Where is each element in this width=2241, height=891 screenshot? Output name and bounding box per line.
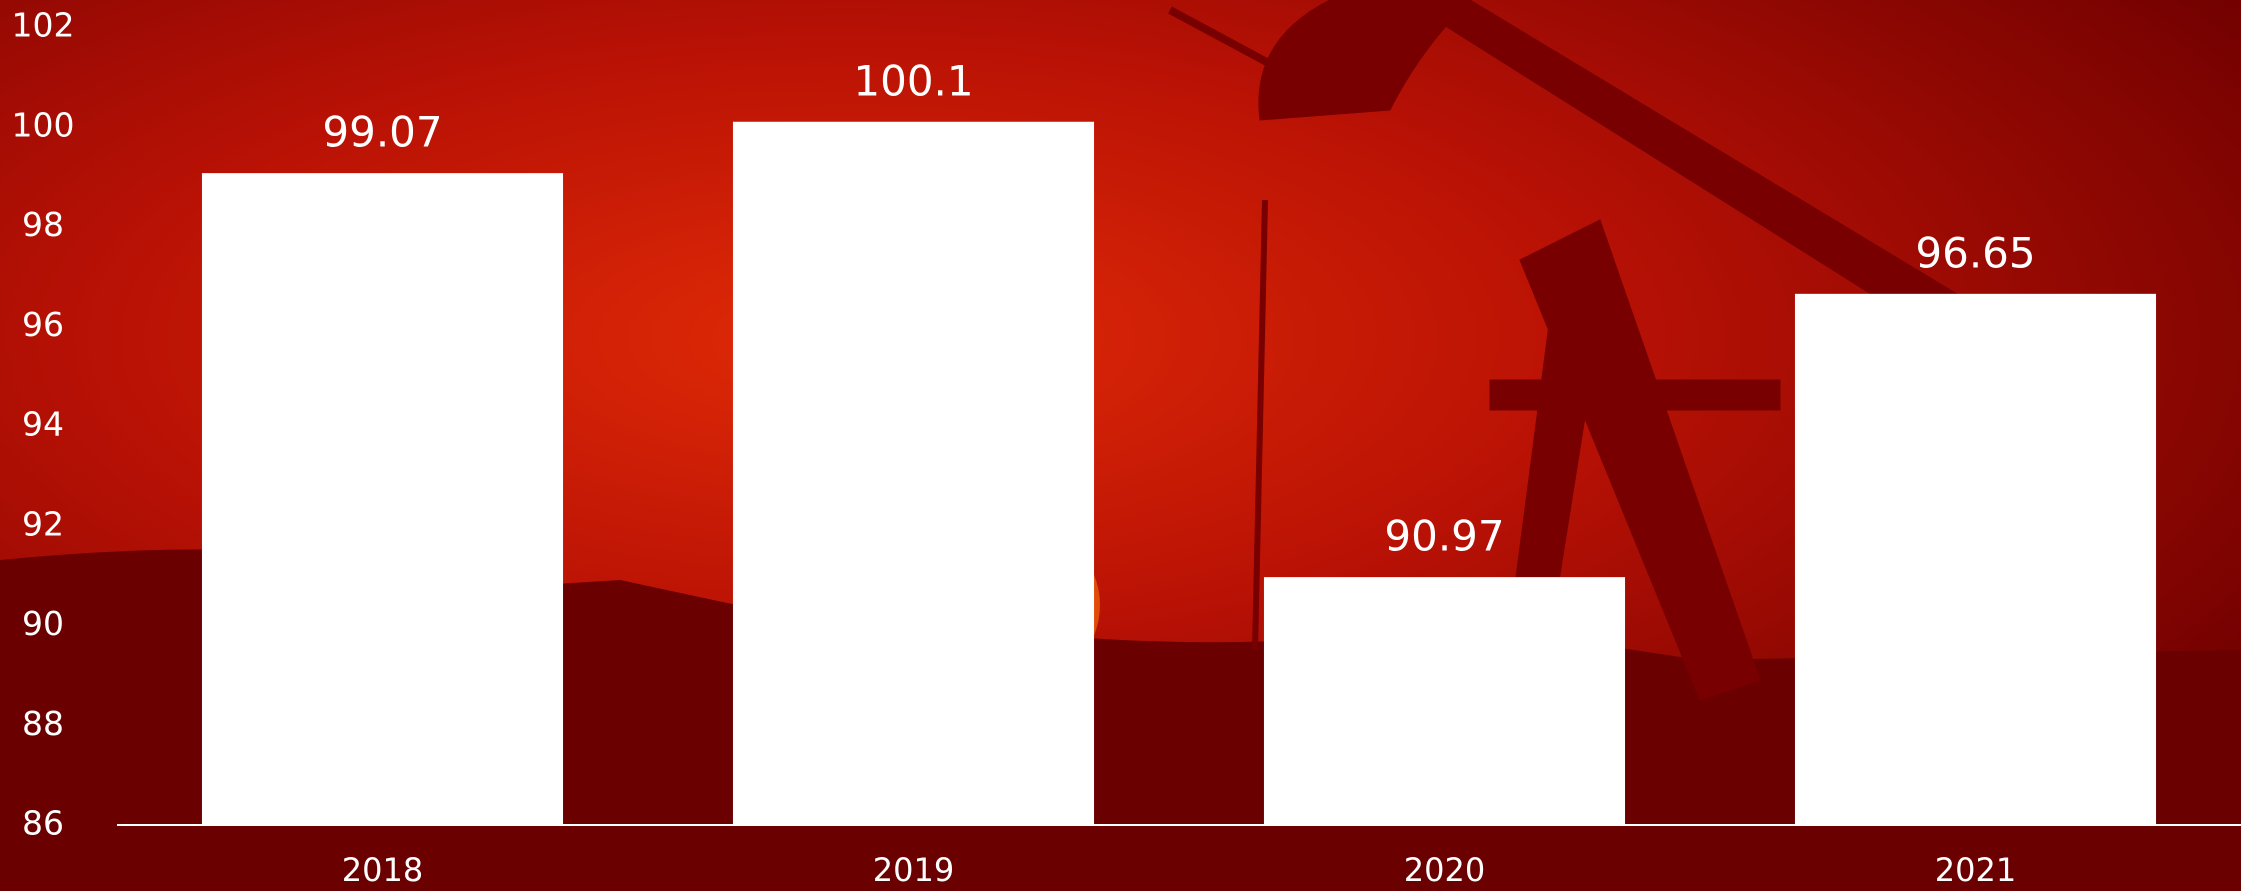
y-tick-label: 86 [22,804,64,843]
x-tick-label: 2021 [1935,851,2016,889]
page: 86 88 90 92 94 96 98 100 102 2018 99.07 2019 100.1 20… [0,0,2241,891]
value-label: 96.65 [1915,228,2035,277]
value-label: 90.97 [1384,512,1504,561]
y-tick-label: 92 [22,504,64,543]
x-tick-label: 2020 [1404,851,1485,889]
y-tick-label: 102 [12,6,75,45]
bar [1264,577,1625,825]
x-tick-label: 2018 [342,851,423,889]
value-label: 99.07 [322,108,442,157]
y-tick-label: 100 [12,105,75,144]
bar [1795,294,2156,825]
chart: 86 88 90 92 94 96 98 100 102 2018 99.07 2019 100.1 20… [0,0,2241,891]
bar [733,122,1094,825]
y-tick-label: 94 [22,405,64,444]
bar [202,173,563,825]
y-tick-label: 96 [22,305,64,344]
x-tick-label: 2019 [873,851,954,889]
value-label: 100.1 [853,56,973,105]
y-tick-label: 90 [22,604,64,643]
y-tick-label: 98 [22,205,64,244]
y-tick-label: 88 [22,704,64,743]
